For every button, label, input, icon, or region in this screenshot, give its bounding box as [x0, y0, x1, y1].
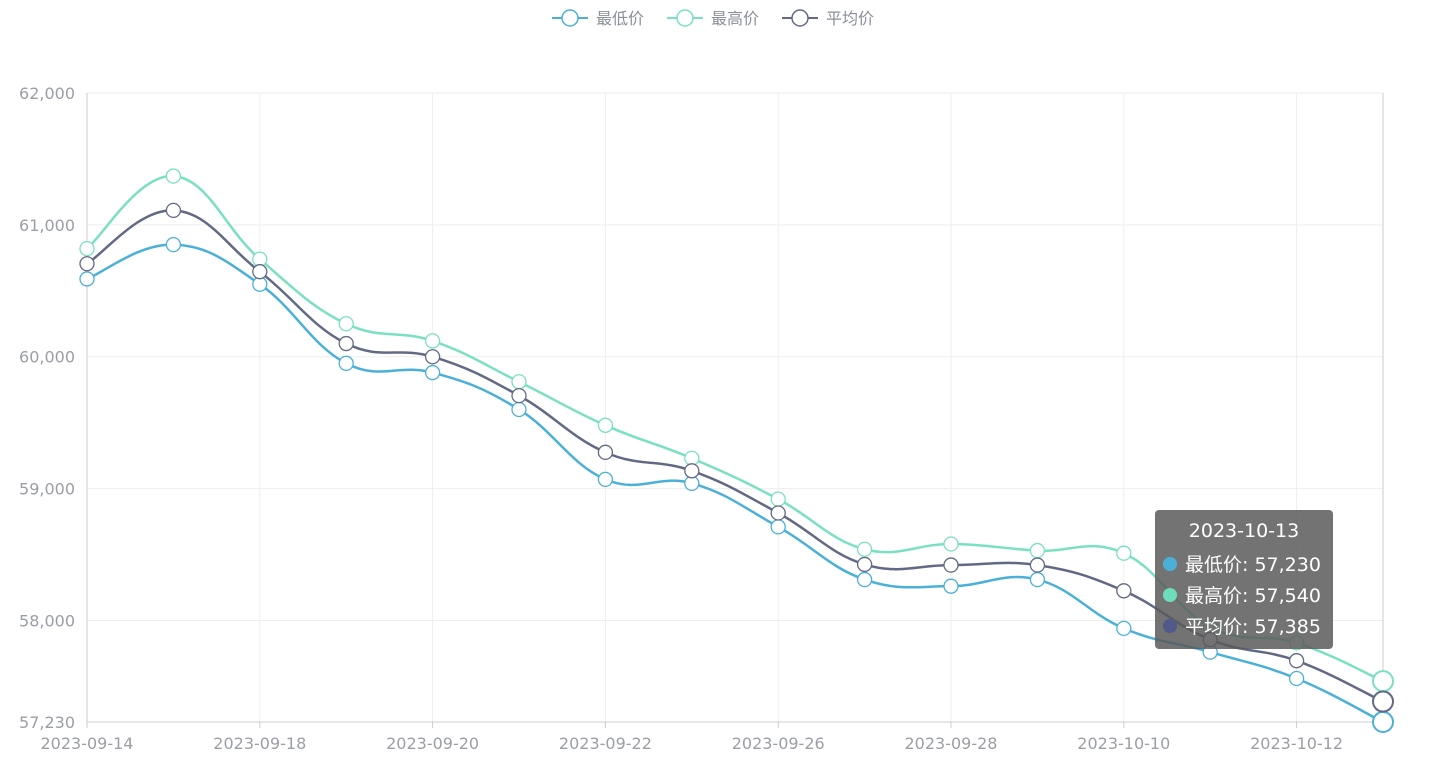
data-point[interactable]: [1372, 711, 1394, 733]
data-point[interactable]: [1116, 545, 1132, 561]
data-point[interactable]: [1116, 583, 1132, 599]
data-point[interactable]: [252, 264, 268, 280]
data-point[interactable]: [1116, 620, 1132, 637]
data-point[interactable]: [79, 256, 95, 272]
legend-label[interactable]: 平均价: [826, 9, 874, 28]
x-tick-label: 2023-09-22: [559, 734, 652, 753]
data-point[interactable]: [424, 333, 441, 349]
tooltip-row-min: 最低价: 57,230: [1163, 548, 1325, 579]
legend-label[interactable]: 最低价: [596, 9, 644, 28]
data-point[interactable]: [165, 168, 182, 184]
data-point[interactable]: [79, 240, 95, 257]
x-tick-label: 2023-09-14: [41, 734, 134, 753]
data-point[interactable]: [1372, 690, 1394, 713]
y-tick-label: 61,000: [19, 216, 75, 235]
y-tick-label: 59,000: [19, 480, 75, 499]
legend-marker: [791, 9, 809, 27]
data-point[interactable]: [770, 491, 786, 507]
data-point[interactable]: [597, 417, 614, 433]
data-point[interactable]: [1372, 670, 1394, 693]
x-tick-label: 2023-09-26: [732, 734, 825, 753]
data-point[interactable]: [943, 578, 959, 594]
data-point[interactable]: [770, 505, 786, 521]
data-point[interactable]: [856, 556, 873, 573]
tooltip-dot-max: [1163, 587, 1177, 602]
data-point[interactable]: [943, 557, 959, 573]
y-tick-label: 62,000: [19, 84, 75, 103]
tooltip-row-avg: 平均价: 57,385: [1163, 610, 1325, 641]
x-tick-label: 2023-09-20: [386, 734, 479, 753]
x-tick-label: 2023-10-10: [1077, 734, 1170, 753]
data-point[interactable]: [1029, 571, 1046, 588]
legend-label[interactable]: 最高价: [711, 9, 759, 28]
data-point[interactable]: [943, 536, 959, 552]
data-point[interactable]: [338, 335, 354, 352]
series-line: [86, 243, 1384, 724]
tooltip-row-max-text: 最高价: 57,540: [1185, 585, 1321, 607]
data-point[interactable]: [1029, 542, 1046, 559]
data-point[interactable]: [511, 374, 527, 390]
tooltip-title: 2023-10-13: [1188, 520, 1300, 542]
x-tick-label: 2023-09-28: [905, 734, 998, 753]
y-tick-label: 60,000: [19, 348, 75, 367]
data-point[interactable]: [1029, 557, 1046, 573]
tooltip: 2023-10-13 最低价: 57,230 最高价: 57,540 平均价: …: [1155, 510, 1333, 649]
data-point[interactable]: [511, 401, 527, 418]
data-point[interactable]: [165, 236, 182, 253]
legend[interactable]: 最低价 最高价 平均价: [552, 9, 874, 28]
x-tick-label: 2023-09-18: [213, 734, 306, 753]
data-point[interactable]: [1288, 670, 1305, 687]
data-point[interactable]: [856, 571, 873, 588]
data-point[interactable]: [856, 541, 873, 557]
legend-marker: [561, 9, 579, 27]
tooltip-dot-avg: [1163, 618, 1177, 633]
data-point[interactable]: [338, 316, 354, 332]
y-tick-label: 58,000: [19, 611, 75, 630]
series-points[interactable]: [79, 168, 1394, 733]
data-point[interactable]: [424, 349, 441, 365]
data-point[interactable]: [338, 355, 354, 371]
data-point[interactable]: [684, 463, 700, 479]
tooltip-row-min-text: 最低价: 57,230: [1185, 554, 1321, 576]
tooltip-row-avg-text: 平均价: 57,385: [1185, 616, 1321, 638]
tooltip-row-max: 最高价: 57,540: [1163, 579, 1325, 610]
data-point[interactable]: [424, 364, 441, 381]
data-point[interactable]: [597, 471, 614, 488]
legend-marker: [676, 9, 694, 27]
data-point[interactable]: [165, 202, 182, 219]
data-point[interactable]: [597, 444, 614, 460]
tooltip-dot-min: [1163, 556, 1177, 571]
data-point[interactable]: [511, 387, 527, 404]
axes: 57,230 58,000 59,000 60,000 61,000 62,000 2023…: [19, 84, 1384, 753]
x-tick-label: 2023-10-12: [1250, 734, 1343, 753]
data-point[interactable]: [79, 271, 95, 287]
y-tick-label: 57,230: [19, 713, 75, 732]
data-point[interactable]: [770, 519, 786, 535]
data-point[interactable]: [1288, 653, 1305, 669]
